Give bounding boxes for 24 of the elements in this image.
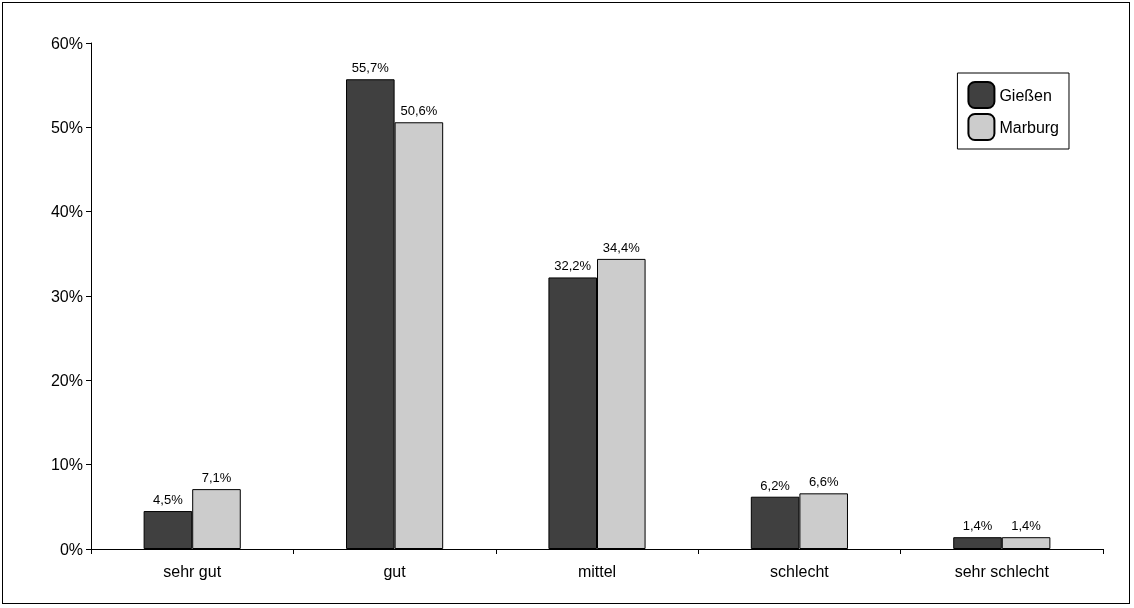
data-label: 6,2% xyxy=(760,477,791,493)
x-tick-label: sehr gut xyxy=(163,562,222,580)
y-tick-label: 50% xyxy=(50,118,83,136)
data-label: 1,4% xyxy=(962,518,993,534)
data-label: 7,1% xyxy=(201,470,232,486)
data-label: 1,4% xyxy=(1011,518,1042,534)
x-tick-label: gut xyxy=(383,562,407,580)
data-label: 55,7% xyxy=(351,60,390,76)
y-tick-label: 60% xyxy=(50,34,83,52)
data-label: 50,6% xyxy=(400,103,438,119)
data-label: 6,6% xyxy=(808,474,839,490)
y-tick-label: 40% xyxy=(50,203,83,221)
x-tick-label: mittel xyxy=(577,562,617,580)
y-tick-label: 20% xyxy=(50,371,83,389)
y-tick-label: 10% xyxy=(50,456,83,474)
x-tick-label: schlecht xyxy=(770,562,830,580)
data-label: 4,5% xyxy=(153,492,184,508)
y-tick-label: 0% xyxy=(59,540,83,558)
data-label: 34,4% xyxy=(602,239,641,255)
legend-label: Gießen xyxy=(999,86,1052,104)
x-tick-label: sehr schlecht xyxy=(954,562,1050,580)
y-tick-label: 30% xyxy=(50,287,83,305)
data-label: 32,2% xyxy=(554,258,592,274)
legend-label: Marburg xyxy=(999,118,1059,136)
